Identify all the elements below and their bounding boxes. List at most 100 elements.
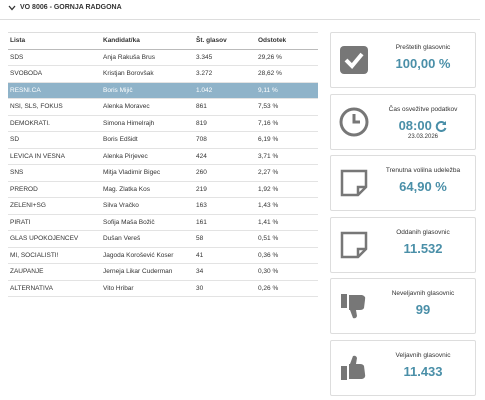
- table-row: NSI, SLS, FOKUS Alenka Moravec 861 7,53 %: [8, 98, 318, 116]
- table-cell: 1,43 %: [256, 197, 318, 215]
- column-header: Lista: [8, 32, 101, 50]
- chevron-icon: [8, 5, 16, 10]
- card-value: 11.433: [403, 363, 443, 379]
- table-cell: 9,11 %: [256, 82, 318, 99]
- note-icon: [340, 231, 368, 258]
- column-header: Kandidat/ka: [101, 32, 194, 50]
- card-value: 99: [415, 302, 431, 317]
- table-row: PREROD Mag. Zlatka Kos 219 1,92 %: [8, 181, 318, 198]
- table-row: SD Boris Edšidt 708 6,19 %: [8, 131, 318, 149]
- table-row: RESNI.CA Boris Mijič 1.042 9,11 %: [8, 82, 318, 99]
- table-cell: Silva Vračko: [101, 197, 194, 215]
- check-icon: [340, 46, 368, 74]
- table-cell: SDS: [8, 49, 101, 66]
- table-cell: 819: [194, 115, 256, 132]
- note-icon: [340, 169, 368, 197]
- table-row: ZAUPANJE Jerneja Likar Cuderman 34 0,30 %: [8, 263, 318, 281]
- table-cell: 34: [194, 263, 256, 281]
- card-value: 64,90 %: [399, 179, 447, 194]
- table-cell: DEMOKRATI.: [8, 115, 101, 132]
- card-label: Čas osvežitve podatkov: [388, 105, 458, 113]
- thumbs-down-icon: [341, 294, 366, 319]
- table-cell: 3.272: [194, 65, 256, 83]
- table-header: Lista Kandidat/ka Št. glasov Odstotek: [8, 32, 318, 50]
- cast-card: Oddanih glasovnic 11.532: [330, 216, 476, 273]
- table-cell: LEVICA IN VESNA: [8, 148, 101, 165]
- table-cell: 3.345: [194, 49, 256, 66]
- column-header: Odstotek: [256, 32, 318, 50]
- table-cell: 1,41 %: [256, 214, 318, 231]
- table-cell: Jagoda Korošević Koser: [101, 247, 194, 264]
- table-cell: 41: [194, 247, 256, 264]
- section-toggle[interactable]: VO 8006 - GORNJA RADGONA: [8, 4, 122, 11]
- refresh-card: Čas osvežitve podatkov 08:00 23.03.2026: [330, 93, 476, 150]
- card-label: Oddanih glasovnic: [396, 228, 450, 236]
- table-cell: 3,71 %: [256, 148, 318, 165]
- table-row: LEVICA IN VESNA Alenka Pirjevec 424 3,71 %: [8, 148, 318, 165]
- table-cell: Vito Hribar: [101, 280, 194, 297]
- table-body: SDS Anja Rakuša Brus 3.345 29,26 % SVOBODA Kr…: [8, 49, 318, 297]
- valid-card: Veljavnih glasovnic 11.433: [330, 339, 476, 396]
- table-cell: 0,51 %: [256, 230, 318, 248]
- counted-card: Preštetih glasovnic 100,00 %: [330, 32, 476, 88]
- table-cell: ALTERNATIVA: [8, 280, 101, 297]
- table-cell: PIRATI: [8, 214, 101, 231]
- table-cell: ZELENI+SG: [8, 197, 101, 215]
- refresh-icon[interactable]: [435, 120, 447, 132]
- table-cell: Jerneja Likar Cuderman: [101, 263, 194, 281]
- table-cell: SVOBODA: [8, 65, 101, 83]
- card-label: Neveljavnih glasovnic: [391, 290, 455, 297]
- table-cell: 29,26 %: [256, 49, 318, 66]
- table-cell: Simona Himelrajh: [101, 115, 194, 132]
- table-cell: Mitja Vladimir Bigec: [101, 164, 194, 182]
- table-cell: SD: [8, 131, 101, 149]
- table-cell: Boris Edšidt: [101, 131, 194, 149]
- table-row: DEMOKRATI. Simona Himelrajh 819 7,16 %: [8, 115, 318, 132]
- table-row: SNS Mitja Vladimir Bigec 260 2,27 %: [8, 164, 318, 182]
- table-cell: 260: [194, 164, 256, 182]
- table-cell: 708: [194, 131, 256, 149]
- table-row: MI, SOCIALISTI! Jagoda Korošević Koser 41 0…: [8, 247, 318, 264]
- table-cell: Mag. Zlatka Kos: [101, 181, 194, 198]
- table-cell: 0,36 %: [256, 247, 318, 264]
- table-cell: Anja Rakuša Brus: [101, 49, 194, 66]
- table-row: SDS Anja Rakuša Brus 3.345 29,26 %: [8, 49, 318, 66]
- results-table: Lista Kandidat/ka Št. glasov Odstotek SDS An…: [8, 32, 318, 297]
- table-cell: 0,26 %: [256, 280, 318, 297]
- table-cell: 28,62 %: [256, 65, 318, 83]
- table-row: ALTERNATIVA Vito Hribar 30 0,26 %: [8, 280, 318, 297]
- card-value: 11.532: [403, 240, 443, 256]
- table-cell: PREROD: [8, 181, 101, 198]
- table-row: PIRATI Sofija Maša Božič 161 1,41 %: [8, 214, 318, 231]
- table-cell: NSI, SLS, FOKUS: [8, 98, 101, 116]
- card-value: 100,00 %: [395, 56, 451, 71]
- table-row: GLAS UPOKOJENCEV Dušan Vereš 58 0,51 %: [8, 230, 318, 248]
- clock-icon: [339, 107, 369, 136]
- table-cell: Boris Mijič: [101, 82, 194, 99]
- table-cell: Sofija Maša Božič: [101, 214, 194, 231]
- card-value: 08:00: [375, 118, 471, 133]
- table-cell: 1.042: [194, 82, 256, 99]
- table-cell: 1,92 %: [256, 181, 318, 198]
- card-label: Preštetih glasovnic: [395, 44, 451, 51]
- table-cell: 163: [194, 197, 256, 215]
- invalid-card: Neveljavnih glasovnic 99: [330, 278, 476, 334]
- divider: [0, 19, 480, 20]
- table-cell: SNS: [8, 164, 101, 182]
- thumbs-up-icon: [341, 355, 366, 380]
- table-row: ZELENI+SG Silva Vračko 163 1,43 %: [8, 197, 318, 215]
- table-cell: ZAUPANJE: [8, 263, 101, 281]
- table-cell: MI, SOCIALISTI!: [8, 247, 101, 264]
- table-cell: 6,19 %: [256, 131, 318, 149]
- table-cell: GLAS UPOKOJENCEV: [8, 230, 101, 248]
- table-cell: Alenka Moravec: [101, 98, 194, 116]
- table-cell: 58: [194, 230, 256, 248]
- card-label: Veljavnih glasovnic: [395, 351, 451, 359]
- table-cell: 7,53 %: [256, 98, 318, 116]
- table-cell: 424: [194, 148, 256, 165]
- table-cell: 2,27 %: [256, 164, 318, 182]
- table-cell: Kristjan Borovšak: [101, 65, 194, 83]
- table-cell: 30: [194, 280, 256, 297]
- table-cell: 219: [194, 181, 256, 198]
